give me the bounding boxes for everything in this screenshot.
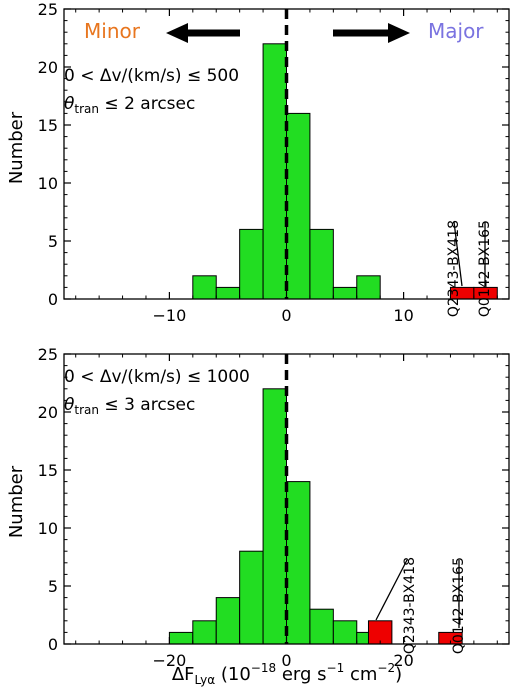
x-label-sub: Lyα xyxy=(195,673,216,687)
y-tick-label: 10 xyxy=(38,174,58,193)
x-axis-label: ΔFLyα (10−18 erg s−1 cm−2) xyxy=(172,661,402,687)
top-panel: Q2343-BX418 Q0142-BX165 0 5 10 15 20 25 −10 0 10 xyxy=(38,0,510,325)
x-tick-label: −20 xyxy=(153,651,187,670)
histogram-bar xyxy=(309,228,334,300)
annotation-line xyxy=(375,559,408,621)
theta-subscript: tran xyxy=(74,403,99,417)
x-label-units-cm: cm xyxy=(344,664,377,685)
top-condition-velocity: 0 < Δv/(km/s) ≤ 500 xyxy=(64,66,239,86)
y-tick-label: 10 xyxy=(38,519,58,538)
histogram-bar xyxy=(215,286,241,300)
y-tick-label: 25 xyxy=(38,345,58,364)
histogram-bar xyxy=(262,388,288,645)
major-label: Major xyxy=(428,19,484,43)
y-tick-label: 25 xyxy=(38,0,58,19)
x-tick-label: 0 xyxy=(281,651,291,670)
y-axis-label-bottom: Number xyxy=(6,465,27,538)
x-label-units-mid: erg s xyxy=(276,664,326,685)
histogram-bar xyxy=(239,550,264,645)
bottom-condition-velocity: 0 < Δv/(km/s) ≤ 1000 xyxy=(64,367,250,387)
histogram-bar xyxy=(192,620,217,645)
histogram-bar xyxy=(262,43,288,300)
source-label: Q0142-BX165 xyxy=(451,557,467,654)
histogram-bar xyxy=(356,275,381,300)
x-tick-label: −10 xyxy=(153,306,187,325)
y-tick-label: 0 xyxy=(48,635,58,654)
source-label: Q2343-BX418 xyxy=(446,220,462,317)
bottom-panel: Q2343-BX418 Q0142-BX165 0 5 10 15 20 25 −20 0 20 xyxy=(38,345,510,670)
bottom-condition-theta: θtran ≤ 3 arcsec xyxy=(64,395,195,417)
y-tick-label: 0 xyxy=(48,290,58,309)
histogram-bar xyxy=(192,275,217,300)
x-label-units-pre: (10 xyxy=(215,664,251,685)
x-tick-label: 20 xyxy=(393,651,413,670)
x-label-main: ΔF xyxy=(172,664,195,685)
x-tick-label: 10 xyxy=(393,306,413,325)
y-tick-label: 15 xyxy=(38,461,58,480)
x-label-exp1: −18 xyxy=(251,661,276,675)
theta-symbol: θ xyxy=(64,395,75,415)
theta-symbol: θ xyxy=(64,94,75,114)
y-tick-label: 20 xyxy=(38,58,58,77)
source-label: Q0142-BX165 xyxy=(477,220,493,317)
x-label-units-post: ) xyxy=(395,664,402,685)
theta-limit: ≤ 2 arcsec xyxy=(99,94,195,114)
top-condition-theta: θtran ≤ 2 arcsec xyxy=(64,94,195,116)
minor-label: Minor xyxy=(84,19,141,43)
left-arrow-icon xyxy=(166,23,240,43)
x-label-exp2: −1 xyxy=(327,661,345,675)
histogram-bar xyxy=(309,608,334,645)
histogram-bar xyxy=(168,631,194,645)
histogram-bar xyxy=(332,286,358,300)
y-tick-label: 15 xyxy=(38,116,58,135)
y-tick-label: 20 xyxy=(38,403,58,422)
histogram-bar xyxy=(239,228,264,300)
x-label-exp3: −2 xyxy=(377,661,395,675)
theta-subscript: tran xyxy=(74,102,99,116)
annotation-line xyxy=(453,221,463,287)
y-tick-label: 5 xyxy=(48,232,58,251)
theta-limit: ≤ 3 arcsec xyxy=(99,395,195,415)
right-arrow-icon xyxy=(333,23,410,43)
histogram-bar xyxy=(332,620,358,645)
x-tick-label: 0 xyxy=(281,306,291,325)
histogram-bar xyxy=(286,481,311,645)
y-axis-label-top: Number xyxy=(6,111,27,184)
histogram-bar xyxy=(215,597,241,645)
y-tick-label: 5 xyxy=(48,577,58,596)
histogram-bar xyxy=(286,112,311,300)
source-label: Q2343-BX418 xyxy=(402,557,418,654)
